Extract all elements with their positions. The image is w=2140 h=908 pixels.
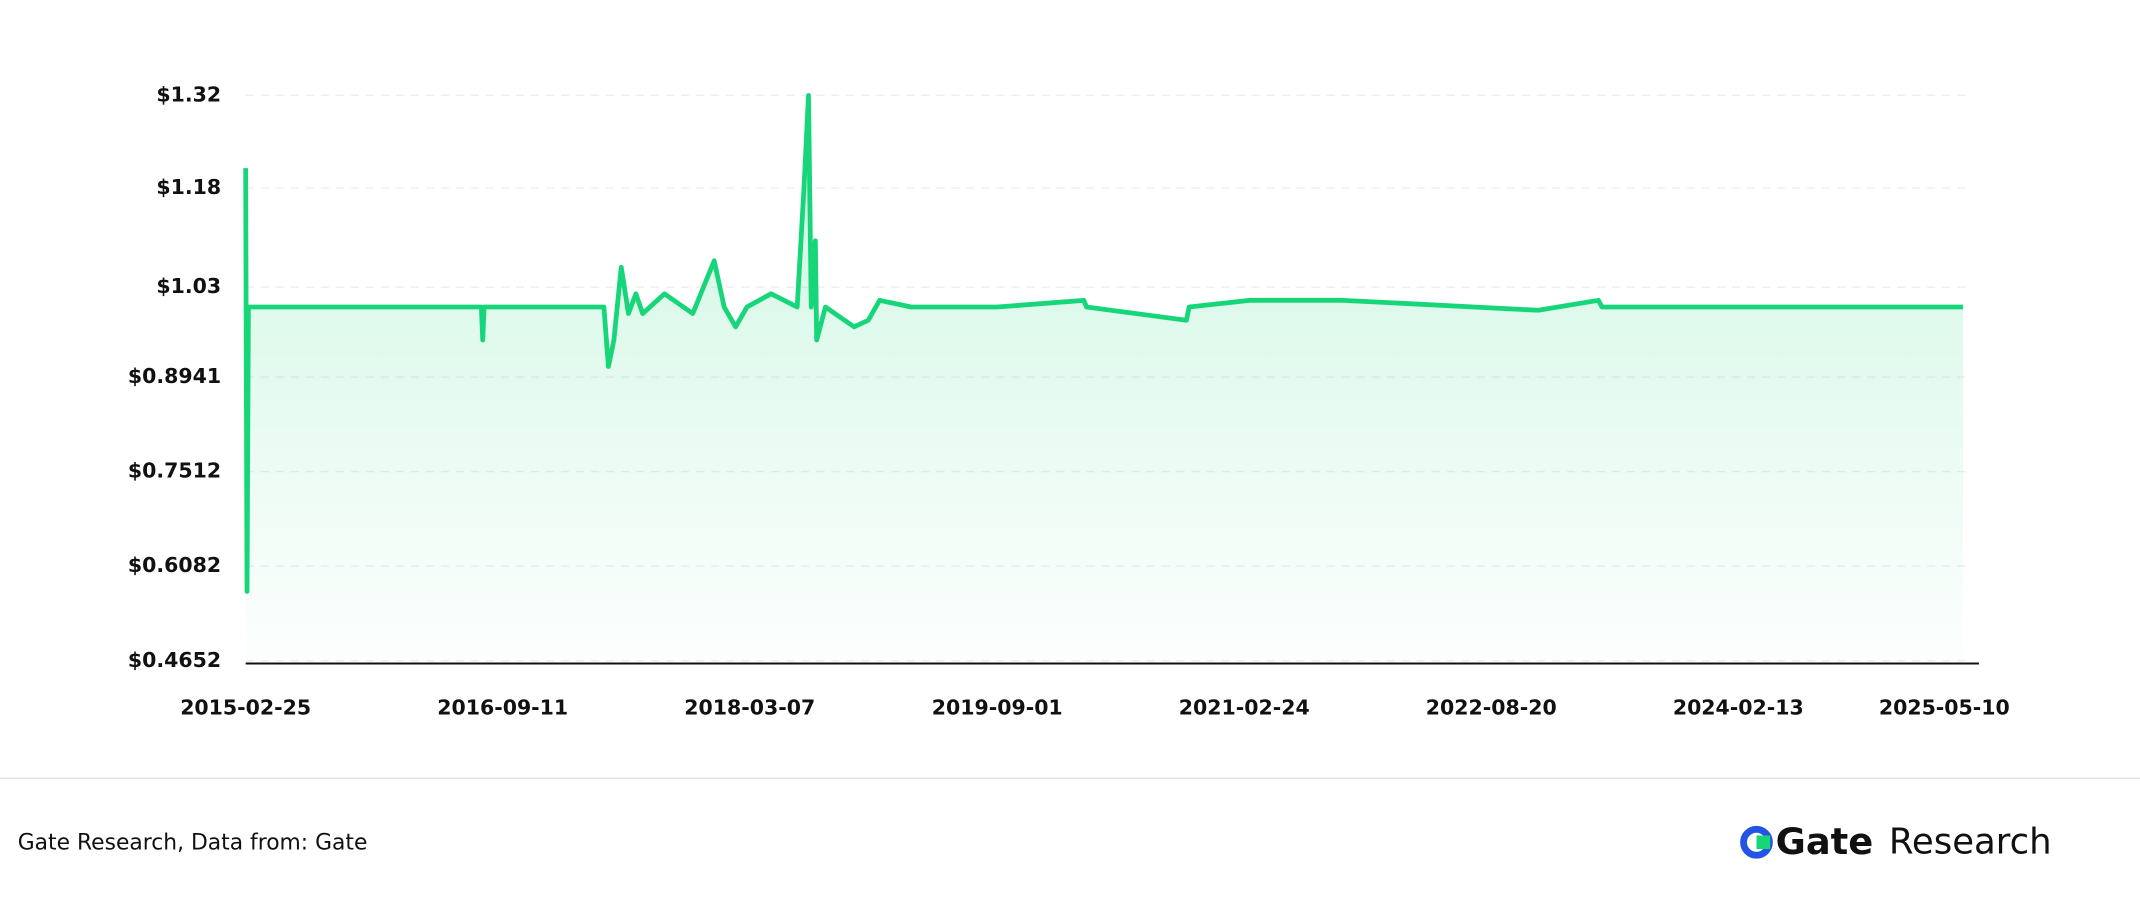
logo-suffix: Research	[1889, 822, 2052, 863]
x-tick-label: 2018-03-07	[684, 696, 815, 720]
logo: Gate Research	[1740, 820, 2052, 863]
y-tick-label: $1.03	[156, 274, 221, 298]
x-tick-label: 2024-02-13	[1673, 696, 1804, 720]
x-tick-label: 2019-09-01	[932, 696, 1063, 720]
line	[243, 92, 1963, 594]
source-note: Gate Research, Data from: Gate	[18, 831, 368, 856]
y-tick-label: $1.32	[156, 82, 221, 106]
logo-name: Gate	[1776, 820, 1874, 863]
x-tick-label: 2022-08-20	[1426, 696, 1557, 720]
y-tick-label: $0.4652	[128, 648, 221, 672]
x-tick-label: 2015-02-25	[180, 696, 311, 720]
x-tick-label: 2021-02-24	[1179, 696, 1310, 720]
area	[245, 95, 1963, 661]
y-tick-label: $0.6082	[128, 553, 221, 577]
y-tick-label: $0.8941	[128, 364, 221, 388]
x-tick-label: 2025-05-10	[1879, 696, 2010, 720]
x-tick-label: 2016-09-11	[437, 696, 568, 720]
y-tick-label: $1.18	[156, 175, 221, 199]
logo-icon-accent	[1756, 835, 1771, 850]
y-tick-label: $0.7512	[128, 459, 221, 483]
